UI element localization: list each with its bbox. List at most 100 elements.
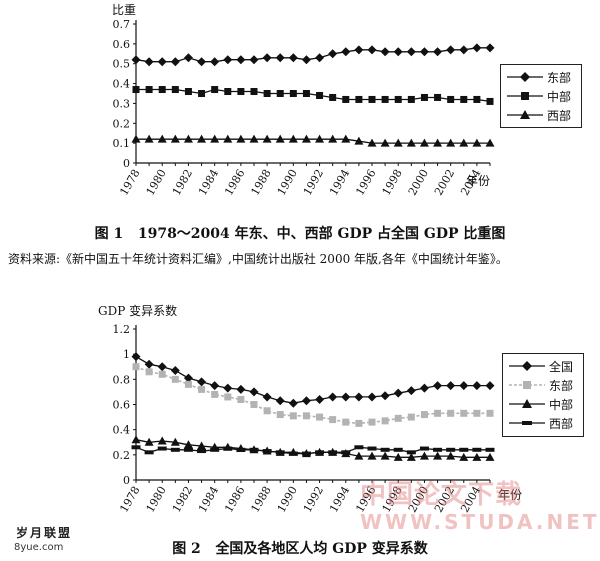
chart-2-data-point [459, 452, 469, 461]
chart-2-data-point [367, 446, 377, 451]
chart-1-x-tick-label: 1996 [353, 167, 378, 198]
chart-2-x-tick-label: 1986 [222, 484, 247, 515]
chart-1-data-point [434, 93, 442, 101]
chart-2-data-point [236, 447, 246, 452]
chart-2-data-point [473, 409, 481, 417]
chart-2-data-point [158, 370, 166, 378]
chart-1-data-point [301, 134, 311, 143]
chart-2-data-point [367, 451, 377, 460]
chart-2-x-tick-label: 1992 [301, 484, 326, 515]
chart-2-y-tick-label: 0.4 [113, 424, 131, 437]
chart-2-data-point [250, 401, 258, 408]
chart-1-source-note: 资料来源:《新中国五十年统计资料汇编》,中国统计出版社 2000 年版,各年《中… [8, 252, 508, 266]
chart-1-data-point [485, 43, 495, 53]
chart-2-data-point [131, 445, 141, 450]
chart-1-legend-label-west: 西部 [547, 109, 572, 123]
chart-1-data-point [275, 53, 285, 63]
chart-1-data-point [170, 57, 180, 67]
chart-2-data-point [406, 452, 416, 461]
chart-2-legend-item-national: 全国 [503, 357, 583, 375]
chart-2-data-point [131, 352, 141, 362]
chart-2-y-tick-label: 1.2 [113, 323, 131, 336]
chart-2-legend-item-central: 中部 [503, 395, 583, 413]
chart-1-figure-label: 图 1 [94, 226, 124, 242]
chart-1-data-point [250, 88, 258, 96]
chart-2-data-point [288, 451, 298, 456]
chart-2-data-point [316, 413, 324, 421]
chart-2-data-point [446, 447, 456, 452]
chart-2-data-point [419, 451, 429, 460]
chart-1-data-point [157, 57, 167, 67]
chart-1-data-point [380, 138, 390, 147]
chart-1-data-point [276, 90, 284, 97]
chart-2-data-point [355, 419, 363, 427]
diamond-marker-icon [507, 72, 543, 82]
chart-2-data-point [170, 437, 180, 446]
chart-1-data-point [144, 57, 154, 67]
triangle-marker-icon [509, 399, 545, 408]
chart-1-data-point [315, 134, 325, 143]
chart-1-x-tick-label: 2002 [432, 167, 457, 198]
chart-2-series-line [135, 356, 490, 404]
chart-1-data-point [262, 53, 272, 63]
square-marker-icon [509, 381, 545, 389]
chart-2-data-point [170, 447, 180, 452]
chart-2-data-point [341, 450, 351, 455]
chart-1-y-axis-label: 比重 [112, 3, 136, 17]
chart-2-data-point [393, 388, 403, 398]
chart-2-data-point [433, 381, 443, 391]
chart-1-data-point [144, 134, 154, 143]
watermark-logo-right: 中国论文下载 [360, 480, 523, 510]
chart-1-data-point [236, 55, 246, 65]
chart-2-data-point [380, 447, 390, 452]
chart-2-legend-label-west: 西部 [549, 417, 574, 431]
chart-2-data-point [183, 440, 193, 449]
chart-1-series-line [136, 138, 490, 144]
chart-2-data-point [381, 417, 389, 425]
chart-1-data-point [407, 95, 415, 103]
chart-2-x-tick-label: 1984 [196, 484, 221, 515]
chart-1-data-point [237, 88, 245, 96]
chart-2-x-axis-label: 年份 [498, 488, 522, 502]
diamond-marker-icon [509, 361, 545, 371]
chart-1-series-0 [131, 43, 495, 67]
chart-1-data-point [393, 47, 403, 57]
chart-2-data-point [263, 407, 271, 415]
chart-2-data-point [393, 447, 403, 452]
chart-2-data-point [289, 412, 297, 420]
chart-2-data-point [367, 392, 377, 402]
chart-2-data-point [315, 450, 325, 455]
chart-2-data-point [447, 409, 455, 417]
chart-1-data-point [249, 134, 259, 143]
chart-2-series-line [135, 446, 490, 455]
chart-1-data-point [183, 53, 193, 63]
chart-1-data-point [354, 136, 364, 145]
chart-1-data-point [198, 90, 206, 97]
chart-2-data-point [420, 411, 428, 419]
chart-1-series-line [136, 88, 491, 103]
chart-1-y-tick-label: 0.5 [113, 58, 131, 71]
chart-2-data-point [472, 381, 482, 391]
chart-1-data-point [131, 134, 141, 143]
chart-1-data-point [341, 134, 351, 143]
chart-1-y-tick-label: 0.6 [113, 38, 131, 51]
chart-1-data-point [170, 134, 180, 143]
chart-1-legend-item-west: 西部 [501, 106, 581, 124]
chart-2-data-point [394, 414, 402, 422]
chart-2-data-point [406, 386, 416, 396]
chart-1-x-tick-label: 2000 [406, 167, 431, 198]
chart-1-data-point [368, 95, 376, 103]
chart-2-series-line [135, 366, 490, 425]
chart-2-data-point [183, 447, 193, 452]
chart-1-data-point [354, 45, 364, 55]
chart-2-data-point [210, 447, 220, 452]
chart-2-data-point [276, 411, 284, 419]
chart-2-data-point [249, 447, 259, 452]
chart-2-data-point [157, 436, 167, 445]
chart-1-data-point [341, 47, 351, 57]
bar-marker-icon [509, 421, 545, 425]
chart-2-y-tick-label: 0 [123, 474, 130, 487]
chart-2-y-tick-label: 1 [123, 348, 130, 361]
chart-2-data-point [328, 392, 338, 402]
